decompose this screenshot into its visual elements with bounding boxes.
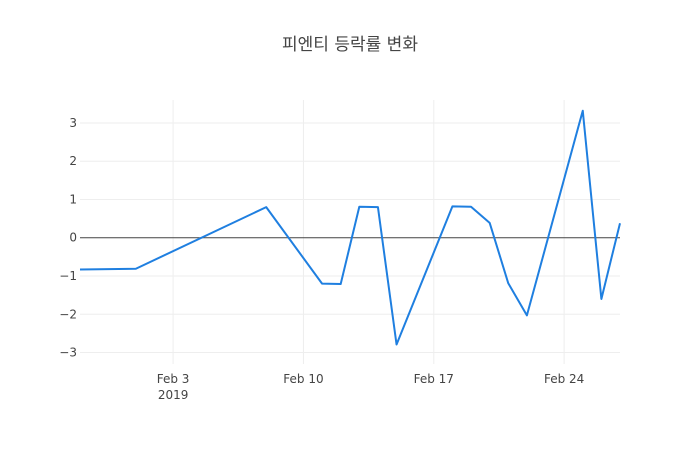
x-axis-ticks: Feb 3 2019 Feb 10 Feb 17 Feb 24 xyxy=(157,372,585,402)
x-tick-label: Feb 17 xyxy=(414,372,454,386)
x-tick-label: Feb 10 xyxy=(283,372,323,386)
chart-title: 피엔티 등락률 변화 xyxy=(282,35,418,55)
y-tick-label: 2 xyxy=(69,154,77,168)
y-tick-label: −2 xyxy=(59,307,77,321)
y-tick-label: 0 xyxy=(69,231,77,245)
x-tick-label: Feb 3 xyxy=(157,372,190,386)
y-tick-label: 1 xyxy=(69,192,77,206)
y-tick-label: −3 xyxy=(59,346,77,360)
y-tick-label: −1 xyxy=(59,269,77,283)
y-tick-label: 3 xyxy=(69,116,77,130)
y-axis-ticks: 3 2 1 0 −1 −2 −3 xyxy=(59,116,77,360)
x-tick-sublabel: 2019 xyxy=(158,388,189,402)
series-group xyxy=(79,109,621,346)
grid-lines xyxy=(80,100,620,364)
series-line xyxy=(79,109,621,346)
x-tick-label: Feb 24 xyxy=(544,372,584,386)
